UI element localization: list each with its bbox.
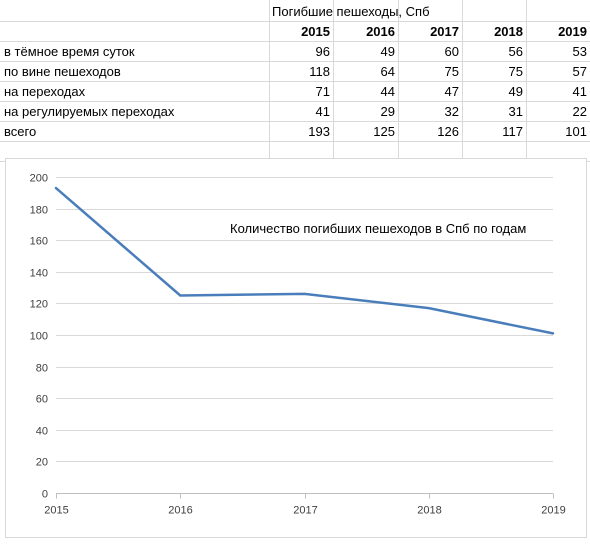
y-tick-label-40: 40 xyxy=(36,426,48,438)
x-tick-label-2019: 2019 xyxy=(541,505,565,517)
cell-dark-time-2018[interactable]: 56 xyxy=(508,44,523,59)
y-tick-label-20: 20 xyxy=(36,457,48,469)
cell-crossings-2017[interactable]: 47 xyxy=(444,84,459,99)
series-line-0 xyxy=(54,186,555,335)
cell-dark-time-2017[interactable]: 60 xyxy=(444,44,459,59)
cell-crossings-2015[interactable]: 71 xyxy=(315,84,330,99)
cell-regulated-crossings-2016[interactable]: 29 xyxy=(380,104,395,119)
cell-dark-time-2019[interactable]: 53 xyxy=(572,44,587,59)
cell-total-2017[interactable]: 126 xyxy=(437,124,459,139)
y-tick-label-60: 60 xyxy=(36,394,48,406)
cell-pedestrian-fault-2017[interactable]: 75 xyxy=(444,64,459,79)
x-tick-label-2017: 2017 xyxy=(293,505,317,517)
y-tick-label-140: 140 xyxy=(30,268,48,280)
chart-object[interactable]: 0 20 40 60 80 100 120 140 160 180 200 2015 2016 2017 2… xyxy=(5,158,587,538)
cell-crossings-2016[interactable]: 44 xyxy=(380,84,395,99)
cell-regulated-crossings-2018[interactable]: 31 xyxy=(508,104,523,119)
y-tick-label-180: 180 xyxy=(30,205,48,217)
y-tick-label-100: 100 xyxy=(30,331,48,343)
row-label-pedestrian-fault[interactable]: по вине пешеходов xyxy=(4,64,121,79)
line-chart: 0 20 40 60 80 100 120 140 160 180 200 2015 2016 2017 2… xyxy=(30,173,566,517)
cell-dark-time-2016[interactable]: 49 xyxy=(380,44,395,59)
year-header-2015[interactable]: 2015 xyxy=(301,24,330,39)
x-tick-label-2015: 2015 xyxy=(44,505,68,517)
row-label-total[interactable]: всего xyxy=(4,124,37,139)
year-header-2016[interactable]: 2016 xyxy=(366,24,395,39)
cell-regulated-crossings-2019[interactable]: 22 xyxy=(572,104,587,119)
y-tick-label-200: 200 xyxy=(30,173,48,185)
y-tick-label-120: 120 xyxy=(30,299,48,311)
cell-total-2018[interactable]: 117 xyxy=(502,124,523,139)
cell-pedestrian-fault-2019[interactable]: 57 xyxy=(572,64,587,79)
cell-pedestrian-fault-2015[interactable]: 118 xyxy=(309,64,330,79)
x-tick-label-2018: 2018 xyxy=(417,505,441,517)
cell-dark-time-2015[interactable]: 96 xyxy=(315,44,330,59)
y-tick-label-0: 0 xyxy=(42,489,48,501)
row-label-dark-time[interactable]: в тёмное время суток xyxy=(4,44,135,59)
cell-regulated-crossings-2017[interactable]: 32 xyxy=(444,104,459,119)
chart-gridlines xyxy=(56,177,553,462)
y-tick-label-160: 160 xyxy=(30,236,48,248)
cell-pedestrian-fault-2018[interactable]: 75 xyxy=(508,64,523,79)
cell-total-2015[interactable]: 193 xyxy=(308,124,330,139)
cell-total-2019[interactable]: 101 xyxy=(565,124,587,139)
cell-crossings-2019[interactable]: 41 xyxy=(572,84,587,99)
year-header-2017[interactable]: 2017 xyxy=(430,24,459,39)
chart-axes: 0 20 40 60 80 100 120 140 160 180 200 2015 2016 2017 2… xyxy=(30,173,566,517)
cell-crossings-2018[interactable]: 49 xyxy=(508,84,523,99)
year-header-2018[interactable]: 2018 xyxy=(494,24,523,39)
row-label-crossings[interactable]: на переходах xyxy=(4,84,86,99)
cell-regulated-crossings-2015[interactable]: 41 xyxy=(315,104,330,119)
chart-series xyxy=(54,186,555,335)
chart-title: Количество погибших пешеходов в Спб по г… xyxy=(230,221,526,236)
cell-pedestrian-fault-2016[interactable]: 64 xyxy=(380,64,395,79)
cell-total-2016[interactable]: 125 xyxy=(373,124,395,139)
table-title[interactable]: Погибшие пешеходы, Спб xyxy=(272,4,430,19)
x-tick-label-2016: 2016 xyxy=(168,505,192,517)
row-label-regulated-crossings[interactable]: на регулируемых переходах xyxy=(4,104,175,119)
y-tick-label-80: 80 xyxy=(36,363,48,375)
year-header-2019[interactable]: 2019 xyxy=(558,24,587,39)
